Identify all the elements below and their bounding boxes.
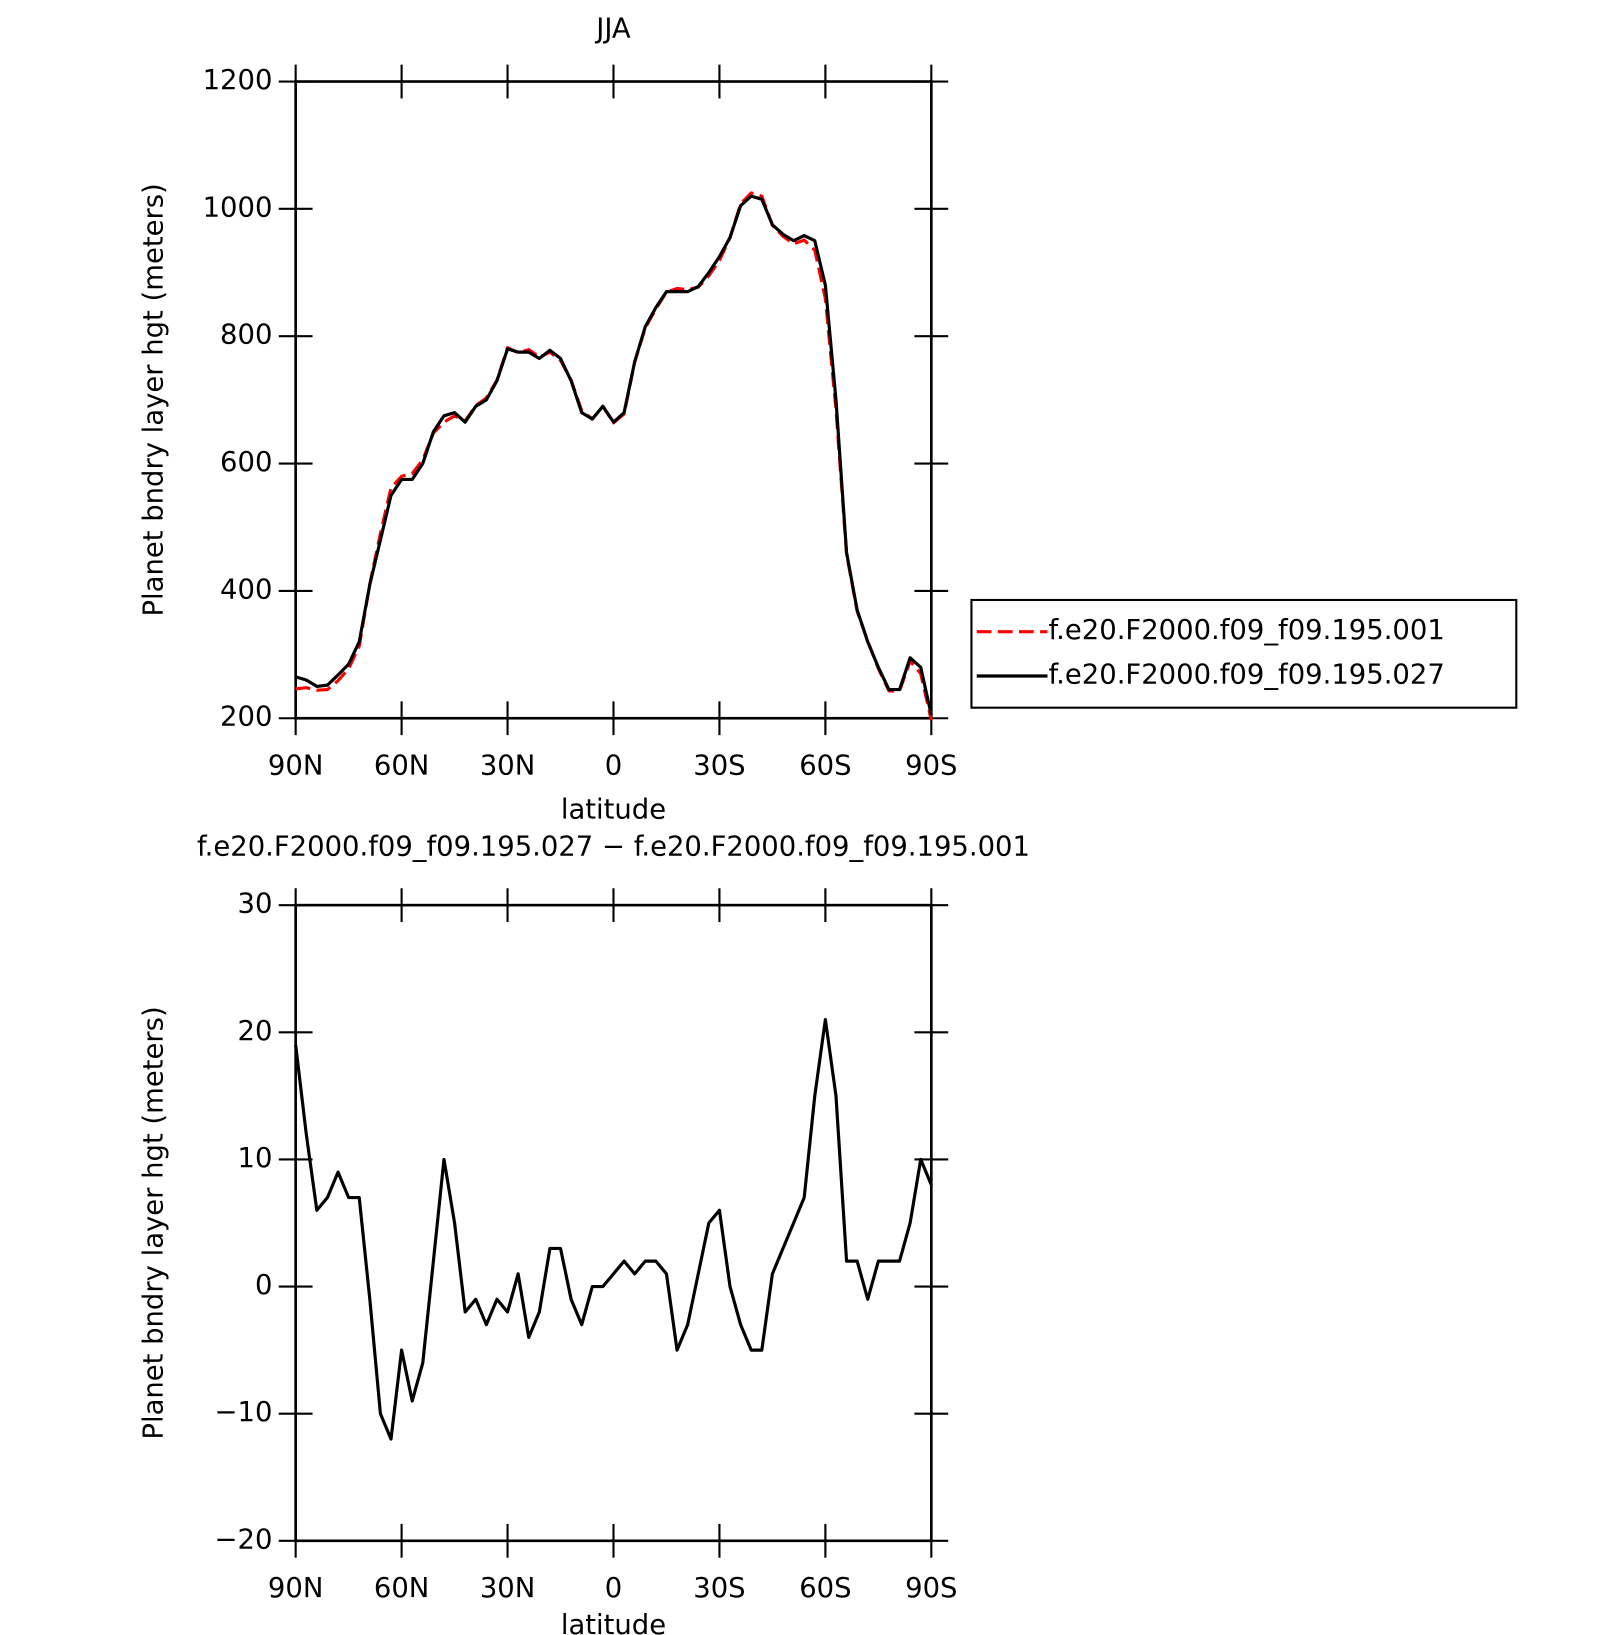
legend-label: f.e20.F2000.f09_f09.195.027	[1049, 660, 1445, 691]
legend-box	[970, 598, 1518, 709]
y-tick-label: 0	[255, 1270, 272, 1301]
y-tick-label: 10	[238, 1143, 273, 1174]
y-tick-label: 800	[220, 320, 272, 351]
x-tick-label: 30N	[480, 750, 535, 781]
y-tick-label: 1000	[203, 192, 273, 223]
y-tick-label: 400	[220, 574, 272, 605]
y-tick-label: −10	[215, 1397, 273, 1428]
x-tick-label: 60S	[799, 750, 851, 781]
x-tick-label: 90S	[905, 750, 957, 781]
x-axis-label: latitude	[561, 795, 666, 826]
x-tick-label: 0	[605, 750, 622, 781]
x-tick-label: 30S	[693, 1573, 745, 1604]
y-axis-label: Planet bndry layer hgt (meters)	[139, 183, 170, 616]
x-tick-label: 0	[605, 1573, 622, 1604]
x-tick-label: 60S	[799, 1573, 851, 1604]
x-tick-label: 60N	[374, 750, 429, 781]
y-tick-label: −20	[215, 1524, 273, 1555]
y-tick-label: 600	[220, 447, 272, 478]
x-tick-label: 30N	[480, 1573, 535, 1604]
legend-label: f.e20.F2000.f09_f09.195.001	[1049, 615, 1445, 646]
x-tick-label: 90N	[268, 750, 323, 781]
data-line	[295, 194, 933, 716]
data-line	[294, 1017, 933, 1441]
chart-title: f.e20.F2000.f09_f09.195.027 − f.e20.F200…	[197, 832, 1030, 863]
x-tick-label: 90N	[268, 1573, 323, 1604]
chart-title: JJA	[594, 13, 631, 44]
y-tick-label: 30	[238, 889, 273, 920]
y-tick-label: 200	[220, 702, 272, 733]
y-axis-label: Planet bndry layer hgt (meters)	[139, 1006, 170, 1439]
x-tick-label: 90S	[905, 1573, 957, 1604]
x-tick-label: 60N	[374, 1573, 429, 1604]
x-tick-label: 30S	[693, 750, 745, 781]
x-axis-label: latitude	[561, 1610, 666, 1635]
y-tick-label: 20	[238, 1016, 273, 1047]
data-line	[295, 191, 933, 721]
plot-frame	[294, 903, 933, 1543]
y-tick-label: 1200	[203, 65, 273, 96]
